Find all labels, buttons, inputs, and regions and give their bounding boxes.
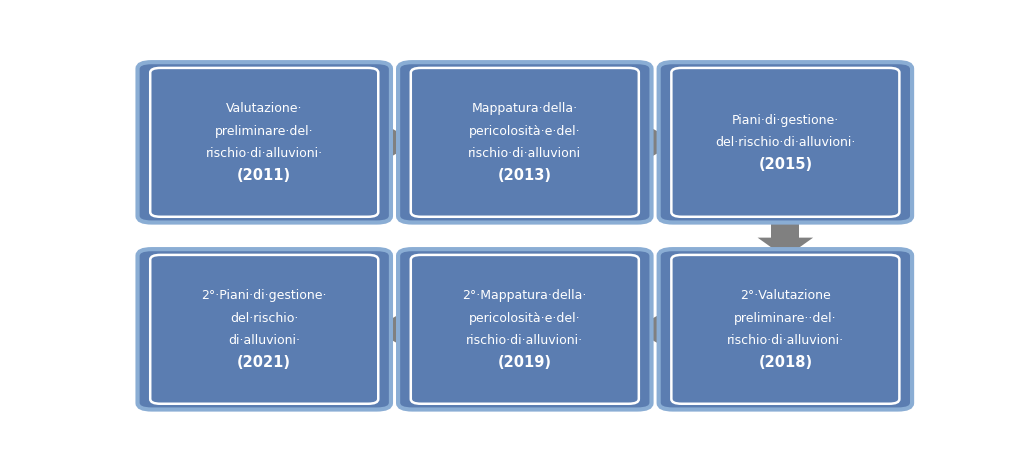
Text: (2019): (2019) — [498, 355, 552, 370]
Text: 2°·Mappatura·della·: 2°·Mappatura·della· — [463, 290, 587, 303]
Text: preliminare··del·: preliminare··del· — [734, 311, 837, 325]
FancyBboxPatch shape — [658, 249, 912, 410]
Text: 2°·Valutazione: 2°·Valutazione — [740, 290, 830, 303]
Text: (2013): (2013) — [498, 168, 552, 183]
FancyBboxPatch shape — [398, 62, 651, 223]
Polygon shape — [647, 125, 677, 159]
Polygon shape — [373, 312, 402, 347]
Text: (2018): (2018) — [759, 355, 812, 370]
Text: Piani·di·gestione·: Piani·di·gestione· — [732, 113, 839, 127]
Text: 2°·Piani·di·gestione·: 2°·Piani·di·gestione· — [202, 290, 327, 303]
Polygon shape — [633, 312, 664, 347]
Polygon shape — [402, 321, 417, 338]
Text: Mappatura·della·: Mappatura·della· — [472, 102, 578, 115]
Polygon shape — [664, 321, 677, 338]
Text: Valutazione·: Valutazione· — [226, 102, 302, 115]
FancyBboxPatch shape — [398, 249, 651, 410]
Text: preliminare·del·: preliminare·del· — [215, 125, 313, 138]
Text: di·alluvioni·: di·alluvioni· — [228, 334, 300, 347]
FancyBboxPatch shape — [658, 62, 912, 223]
FancyBboxPatch shape — [137, 62, 391, 223]
Text: del·rischio·di·alluvioni·: del·rischio·di·alluvioni· — [715, 136, 856, 149]
Text: pericolosità·e·del·: pericolosità·e·del· — [469, 311, 581, 325]
FancyBboxPatch shape — [137, 249, 391, 410]
Polygon shape — [758, 238, 813, 257]
Polygon shape — [633, 134, 647, 151]
Text: (2011): (2011) — [238, 168, 291, 183]
Polygon shape — [771, 214, 800, 238]
Text: rischio·di·alluvioni·: rischio·di·alluvioni· — [206, 147, 323, 160]
Text: del·rischio·: del·rischio· — [230, 311, 298, 325]
Text: rischio·di·alluvioni·: rischio·di·alluvioni· — [466, 334, 584, 347]
Text: (2021): (2021) — [238, 355, 291, 370]
Text: rischio·di·alluvioni·: rischio·di·alluvioni· — [727, 334, 844, 347]
Polygon shape — [373, 134, 386, 151]
Text: rischio·di·alluvioni: rischio·di·alluvioni — [468, 147, 582, 160]
Polygon shape — [386, 125, 417, 159]
Text: (2015): (2015) — [759, 157, 812, 172]
Text: pericolosità·e·del·: pericolosità·e·del· — [469, 125, 581, 138]
